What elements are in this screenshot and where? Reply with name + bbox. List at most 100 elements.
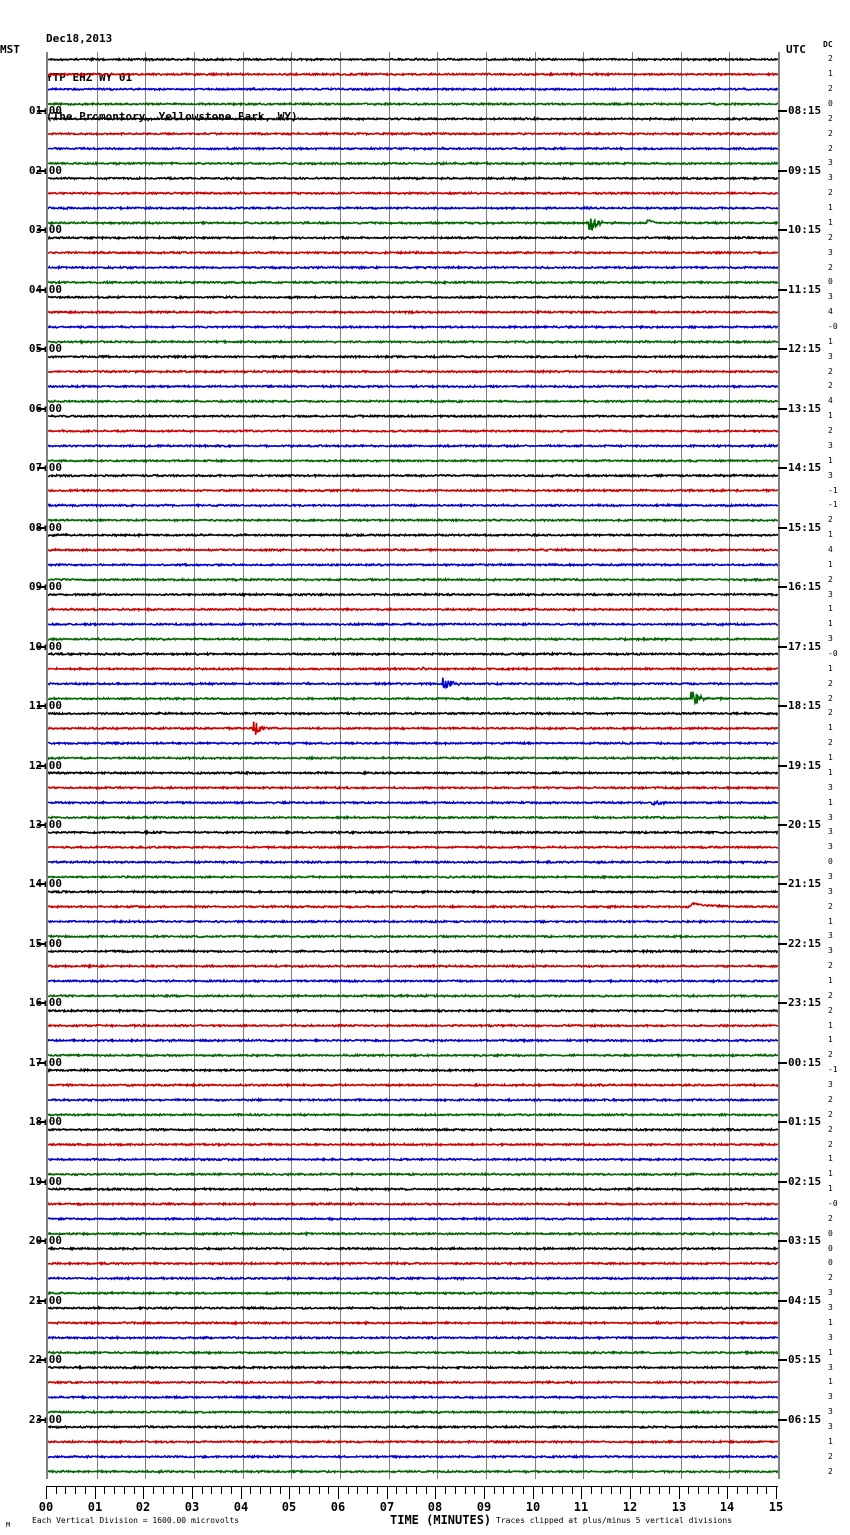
dc-value: 1 bbox=[828, 530, 833, 540]
utc-time-label: 00:15 bbox=[788, 1055, 822, 1069]
utc-time-label: 22:15 bbox=[788, 936, 822, 950]
seismic-trace bbox=[48, 309, 778, 316]
x-tick-label: 14 bbox=[719, 1500, 735, 1514]
mst-time-label: 23:00 bbox=[28, 1412, 62, 1426]
dc-value: 1 bbox=[828, 217, 833, 227]
hour-tick-left bbox=[37, 407, 46, 410]
utc-time-label: 05:15 bbox=[788, 1353, 822, 1367]
seismic-trace bbox=[48, 1305, 778, 1311]
seismic-trace bbox=[48, 859, 778, 865]
seismic-trace bbox=[48, 279, 778, 285]
x-tick-minor bbox=[319, 1486, 320, 1494]
x-tick-minor bbox=[542, 1486, 543, 1494]
dc-value: 2 bbox=[828, 574, 833, 584]
utc-time-label: 13:15 bbox=[788, 401, 822, 415]
hour-tick-right bbox=[778, 526, 787, 529]
seismic-trace bbox=[48, 799, 778, 807]
dc-value: 2 bbox=[828, 678, 833, 688]
x-tick-major bbox=[679, 1486, 680, 1499]
dc-value: 2 bbox=[828, 113, 833, 123]
hour-tick-left bbox=[37, 229, 46, 232]
utc-time-label: 09:15 bbox=[788, 163, 822, 177]
utc-time-label: 06:15 bbox=[788, 1412, 822, 1426]
grid-line-vertical bbox=[729, 52, 730, 1479]
dc-value: 4 bbox=[828, 396, 833, 406]
utc-time-label: 12:15 bbox=[788, 342, 822, 356]
seismic-trace bbox=[48, 517, 778, 523]
x-tick-minor bbox=[669, 1486, 670, 1494]
seismic-trace bbox=[48, 458, 778, 464]
seismic-trace bbox=[48, 443, 778, 449]
hour-tick-left bbox=[37, 110, 46, 113]
x-tick-major bbox=[776, 1486, 777, 1499]
x-tick-minor bbox=[747, 1486, 748, 1494]
x-tick-minor bbox=[75, 1486, 76, 1494]
hour-tick-right bbox=[778, 110, 787, 113]
dc-value: 2 bbox=[828, 708, 833, 718]
seismic-trace bbox=[48, 992, 778, 999]
seismic-trace bbox=[48, 264, 778, 271]
hour-tick-right bbox=[778, 1180, 787, 1183]
grid-line-vertical bbox=[145, 52, 146, 1479]
seismic-trace bbox=[48, 383, 778, 390]
x-tick-label: 05 bbox=[281, 1500, 297, 1514]
hour-tick-right bbox=[778, 1299, 787, 1302]
hour-tick-left bbox=[37, 1002, 46, 1005]
seismic-trace bbox=[48, 1424, 778, 1430]
dc-value: 3 bbox=[828, 247, 833, 257]
hour-tick-left bbox=[37, 1180, 46, 1183]
seismic-trace bbox=[48, 115, 778, 122]
x-tick-minor bbox=[766, 1486, 767, 1494]
dc-value: 1 bbox=[828, 976, 833, 986]
utc-time-label: 21:15 bbox=[788, 877, 822, 891]
x-tick-label: 00 bbox=[38, 1500, 54, 1514]
seismic-trace bbox=[48, 1096, 778, 1103]
hour-tick-left bbox=[37, 883, 46, 886]
seismic-trace bbox=[48, 160, 778, 167]
seismic-trace bbox=[48, 1453, 778, 1460]
dc-value: 2 bbox=[828, 1273, 833, 1283]
grid-line-vertical bbox=[437, 52, 438, 1479]
dc-value: 3 bbox=[828, 351, 833, 361]
x-tick-minor bbox=[270, 1486, 271, 1494]
x-tick-minor bbox=[357, 1486, 358, 1494]
x-tick-minor bbox=[416, 1486, 417, 1494]
seismic-trace bbox=[48, 785, 778, 791]
seismic-trace bbox=[48, 1111, 778, 1118]
dc-value: 2 bbox=[828, 1050, 833, 1060]
dc-value: 2 bbox=[828, 143, 833, 153]
dc-value: 2 bbox=[828, 990, 833, 1000]
x-tick-minor bbox=[474, 1486, 475, 1494]
seismic-trace bbox=[48, 933, 778, 940]
seismic-trace bbox=[48, 963, 778, 969]
dc-value: 3 bbox=[828, 1392, 833, 1402]
seismic-trace bbox=[48, 1394, 778, 1401]
footer-scale-note: Each Vertical Division = 1600.00 microvo… bbox=[32, 1516, 240, 1525]
dc-value: 3 bbox=[828, 1407, 833, 1417]
grid-line-vertical bbox=[681, 52, 682, 1479]
x-tick-minor bbox=[659, 1486, 660, 1494]
seismic-trace bbox=[48, 606, 778, 613]
dc-value: 2 bbox=[828, 738, 833, 748]
hour-tick-right bbox=[778, 764, 787, 767]
dc-value: 1 bbox=[828, 753, 833, 763]
seismic-trace bbox=[48, 1409, 778, 1415]
header-date: Dec18,2013 bbox=[46, 32, 113, 45]
seismic-trace bbox=[48, 978, 778, 984]
x-tick-minor bbox=[231, 1486, 232, 1494]
hour-tick-right bbox=[778, 883, 787, 886]
x-tick-minor bbox=[65, 1486, 66, 1494]
dc-value: 1 bbox=[828, 916, 833, 926]
seismic-trace bbox=[48, 1200, 778, 1207]
hour-tick-right bbox=[778, 645, 787, 648]
dc-value: 2 bbox=[828, 232, 833, 242]
utc-time-label: 01:15 bbox=[788, 1115, 822, 1129]
dc-value: 0 bbox=[828, 1258, 833, 1268]
hour-tick-right bbox=[778, 1002, 787, 1005]
grid-line-vertical bbox=[486, 52, 487, 1479]
seismic-trace bbox=[48, 814, 778, 821]
seismic-trace bbox=[48, 677, 778, 690]
hour-tick-left bbox=[37, 288, 46, 291]
hour-tick-left bbox=[37, 645, 46, 648]
seismic-trace bbox=[48, 650, 778, 657]
